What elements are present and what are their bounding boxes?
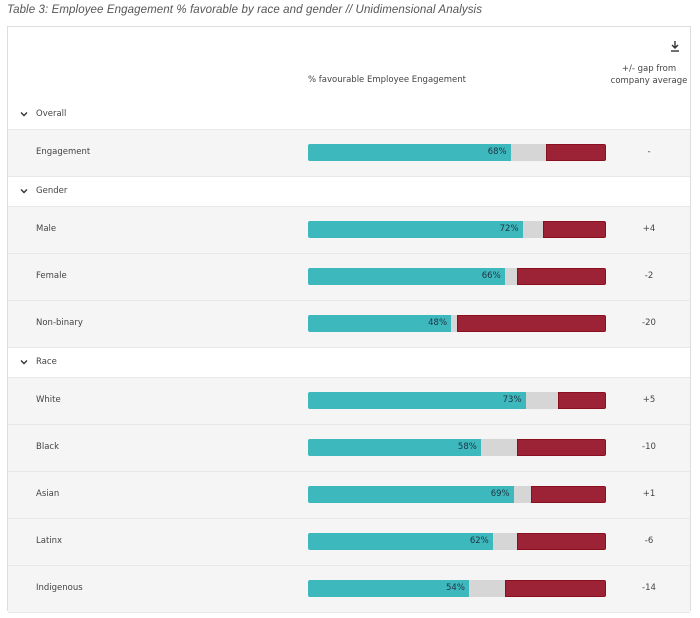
neutral-segment bbox=[522, 221, 544, 238]
group-row-overall[interactable]: Overall bbox=[8, 100, 690, 130]
gap-value: - bbox=[647, 147, 651, 157]
unfavorable-segment bbox=[546, 144, 606, 161]
stacked-bar: 73% bbox=[308, 392, 606, 409]
stacked-bar: 72% bbox=[308, 221, 606, 238]
engagement-table: % favourable Employee Engagement +/- gap… bbox=[7, 26, 691, 613]
favorable-segment: 73% bbox=[308, 392, 526, 409]
table-row: Asian 69% +1 bbox=[8, 472, 690, 519]
favorable-segment: 69% bbox=[308, 486, 514, 503]
gap-value: -20 bbox=[642, 318, 656, 328]
unfavorable-segment bbox=[558, 392, 606, 409]
gap-value: -14 bbox=[642, 583, 656, 593]
stacked-bar: 58% bbox=[308, 439, 606, 456]
unfavorable-segment bbox=[516, 268, 606, 285]
gap-value: +1 bbox=[642, 489, 656, 499]
neutral-segment bbox=[451, 315, 457, 332]
gap-column-header: +/- gap from company average bbox=[610, 64, 688, 86]
favorable-segment: 72% bbox=[308, 221, 523, 238]
bar-column-header: % favourable Employee Engagement bbox=[308, 75, 467, 85]
gap-value: +5 bbox=[642, 395, 656, 405]
table-row: Indigenous 54% -14 bbox=[8, 566, 690, 613]
stacked-bar: 69% bbox=[308, 486, 606, 503]
favorable-label: 48% bbox=[428, 318, 448, 328]
table-row: Engagement 68% - bbox=[8, 130, 690, 177]
neutral-segment bbox=[468, 580, 505, 597]
unfavorable-segment bbox=[504, 580, 606, 597]
table-caption: Table 3: Employee Engagement % favorable… bbox=[7, 4, 483, 16]
chevron-down-icon[interactable] bbox=[19, 357, 29, 367]
row-label: Non-binary bbox=[36, 318, 83, 328]
favorable-label: 66% bbox=[481, 271, 501, 281]
stacked-bar: 48% bbox=[308, 315, 606, 332]
favorable-segment: 66% bbox=[308, 268, 505, 285]
favorable-label: 58% bbox=[457, 442, 477, 452]
neutral-segment bbox=[510, 144, 547, 161]
neutral-segment bbox=[504, 268, 517, 285]
favorable-label: 73% bbox=[502, 395, 522, 405]
chevron-down-icon[interactable] bbox=[19, 186, 29, 196]
favorable-label: 68% bbox=[487, 147, 507, 157]
favorable-segment: 62% bbox=[308, 533, 493, 550]
row-label: Male bbox=[36, 224, 57, 234]
gap-value: -6 bbox=[644, 536, 654, 546]
gap-value: -2 bbox=[644, 271, 654, 281]
unfavorable-segment bbox=[516, 533, 606, 550]
row-label: Asian bbox=[36, 489, 60, 499]
table-row: Black 58% -10 bbox=[8, 425, 690, 472]
row-label: Female bbox=[36, 271, 67, 281]
table-row: Female 66% -2 bbox=[8, 254, 690, 301]
row-label: White bbox=[36, 395, 61, 405]
favorable-label: 69% bbox=[490, 489, 510, 499]
favorable-label: 54% bbox=[446, 583, 465, 593]
stacked-bar: 62% bbox=[308, 533, 606, 550]
row-label: Latinx bbox=[36, 536, 63, 546]
unfavorable-segment bbox=[456, 315, 606, 332]
row-label: Black bbox=[36, 442, 59, 452]
group-row-gender[interactable]: Gender bbox=[8, 177, 690, 207]
neutral-segment bbox=[492, 533, 517, 550]
favorable-label: 72% bbox=[499, 224, 519, 234]
row-label: Indigenous bbox=[36, 583, 83, 593]
row-label: Engagement bbox=[36, 147, 91, 157]
favorable-segment: 48% bbox=[308, 315, 452, 332]
favorable-segment: 54% bbox=[308, 580, 469, 597]
chevron-down-icon[interactable] bbox=[19, 109, 29, 119]
neutral-segment bbox=[525, 392, 559, 409]
group-label: Overall bbox=[36, 109, 67, 119]
table-row: Non-binary 48% -20 bbox=[8, 301, 690, 348]
table-header: % favourable Employee Engagement bbox=[8, 27, 609, 101]
gap-value: -10 bbox=[642, 442, 656, 452]
favorable-segment: 58% bbox=[308, 439, 481, 456]
gap-value: +4 bbox=[642, 224, 656, 234]
group-row-race[interactable]: Race bbox=[8, 348, 690, 378]
neutral-segment bbox=[513, 486, 532, 503]
table-row: Male 72% +4 bbox=[8, 207, 690, 254]
table-row: Latinx 62% -6 bbox=[8, 519, 690, 566]
table-row: White 73% +5 bbox=[8, 378, 690, 425]
favorable-label: 62% bbox=[469, 536, 489, 546]
unfavorable-segment bbox=[543, 221, 606, 238]
group-label: Gender bbox=[36, 186, 68, 196]
stacked-bar: 54% bbox=[308, 580, 606, 597]
unfavorable-segment bbox=[516, 439, 606, 456]
download-icon[interactable] bbox=[670, 40, 680, 52]
stacked-bar: 66% bbox=[308, 268, 606, 285]
stacked-bar: 68% bbox=[308, 144, 606, 161]
unfavorable-segment bbox=[531, 486, 606, 503]
favorable-segment: 68% bbox=[308, 144, 511, 161]
neutral-segment bbox=[480, 439, 517, 456]
group-label: Race bbox=[36, 357, 57, 367]
